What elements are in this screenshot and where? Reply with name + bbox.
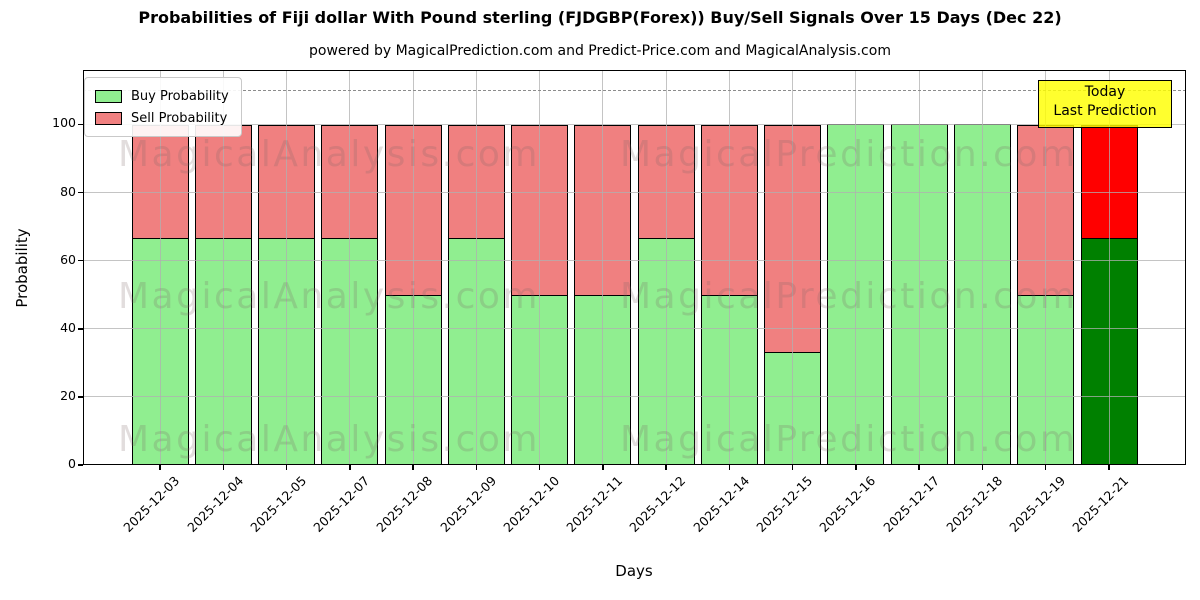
y-tick-label: 100 <box>52 115 76 131</box>
x-tick-label: 2025-12-04 <box>183 473 246 535</box>
x-tick-label: 2025-12-18 <box>943 473 1006 535</box>
v-gridline <box>349 70 351 465</box>
y-tick-label: 80 <box>60 183 76 199</box>
v-gridline <box>728 70 730 465</box>
x-tick-mark <box>475 465 478 470</box>
today-annotation-line2: Last Prediction <box>1053 103 1157 120</box>
v-gridline <box>1108 70 1110 465</box>
x-tick-label: 2025-12-08 <box>373 473 436 535</box>
h-gridline <box>83 396 1186 398</box>
chart-subtitle: powered by MagicalPrediction.com and Pre… <box>309 43 891 59</box>
x-tick-mark <box>728 465 731 470</box>
h-gridline <box>83 328 1186 330</box>
y-tick-label: 40 <box>60 319 76 335</box>
y-tick-label: 0 <box>68 456 76 471</box>
v-gridline <box>412 70 414 465</box>
x-tick-mark <box>918 465 920 470</box>
x-tick-mark <box>222 465 225 470</box>
legend-item-sell: Sell Probability <box>95 107 229 129</box>
x-tick-mark <box>791 465 794 470</box>
y-tick-label: 60 <box>60 251 76 267</box>
legend-swatch-buy-icon <box>95 89 122 103</box>
h-gridline <box>83 192 1186 194</box>
x-tick-label: 2025-12-15 <box>753 473 816 535</box>
v-gridline <box>855 70 857 465</box>
v-gridline <box>159 70 161 465</box>
x-tick-mark <box>159 465 161 470</box>
v-gridline <box>918 70 920 465</box>
x-tick-label: 2025-12-12 <box>626 473 689 535</box>
y-tick-mark <box>78 191 83 194</box>
x-tick-mark <box>538 465 541 470</box>
x-tick-mark <box>602 465 604 470</box>
v-gridline <box>539 70 541 465</box>
x-tick-mark <box>665 465 667 470</box>
x-tick-label: 2025-12-11 <box>563 473 626 535</box>
v-gridline <box>792 70 794 465</box>
x-tick-label: 2025-12-19 <box>1006 473 1069 535</box>
x-tick-label: 2025-12-09 <box>436 473 499 535</box>
x-tick-label: 2025-12-03 <box>120 473 183 535</box>
y-tick-mark <box>78 396 83 398</box>
legend-swatch-sell-icon <box>95 111 122 125</box>
y-tick-mark <box>78 328 83 330</box>
h-gridline <box>83 260 1186 262</box>
today-annotation-box: Today Last Prediction <box>1038 80 1172 128</box>
legend-label-sell: Sell Probability <box>131 110 228 126</box>
x-tick-label: 2025-12-14 <box>690 473 753 535</box>
threshold-dashed-line <box>83 90 1186 92</box>
x-tick-mark <box>349 465 351 470</box>
x-tick-mark <box>855 465 857 470</box>
x-tick-mark <box>1044 465 1047 470</box>
x-tick-label: 2025-12-10 <box>500 473 563 535</box>
v-gridline <box>602 70 604 465</box>
x-tick-mark <box>285 465 288 470</box>
x-tick-label: 2025-12-17 <box>879 473 942 535</box>
y-tick-mark <box>78 259 83 262</box>
x-tick-label: 2025-12-21 <box>1069 473 1132 535</box>
x-tick-label: 2025-12-16 <box>816 473 879 535</box>
legend: Buy Probability Sell Probability <box>84 77 242 137</box>
y-tick-mark <box>78 464 83 466</box>
today-annotation-line1: Today <box>1084 84 1126 100</box>
v-gridline <box>475 70 477 465</box>
v-gridline <box>1045 70 1047 465</box>
y-tick-label: 20 <box>60 387 76 403</box>
v-gridline <box>222 70 224 465</box>
legend-label-buy: Buy Probability <box>131 88 229 104</box>
v-gridline <box>286 70 288 465</box>
h-gridline <box>83 123 1186 125</box>
x-tick-mark <box>1108 465 1110 470</box>
x-tick-label: 2025-12-07 <box>310 473 373 535</box>
x-axis-label: Days <box>615 562 653 580</box>
chart-title: Probabilities of Fiji dollar With Pound … <box>138 8 1062 27</box>
legend-item-buy: Buy Probability <box>95 85 229 107</box>
x-tick-mark <box>981 465 984 470</box>
y-axis-label: Probability <box>13 228 31 308</box>
v-gridline <box>665 70 667 465</box>
v-gridline <box>981 70 983 465</box>
y-tick-mark <box>78 123 83 126</box>
x-tick-label: 2025-12-05 <box>247 473 310 535</box>
x-tick-mark <box>412 465 414 470</box>
